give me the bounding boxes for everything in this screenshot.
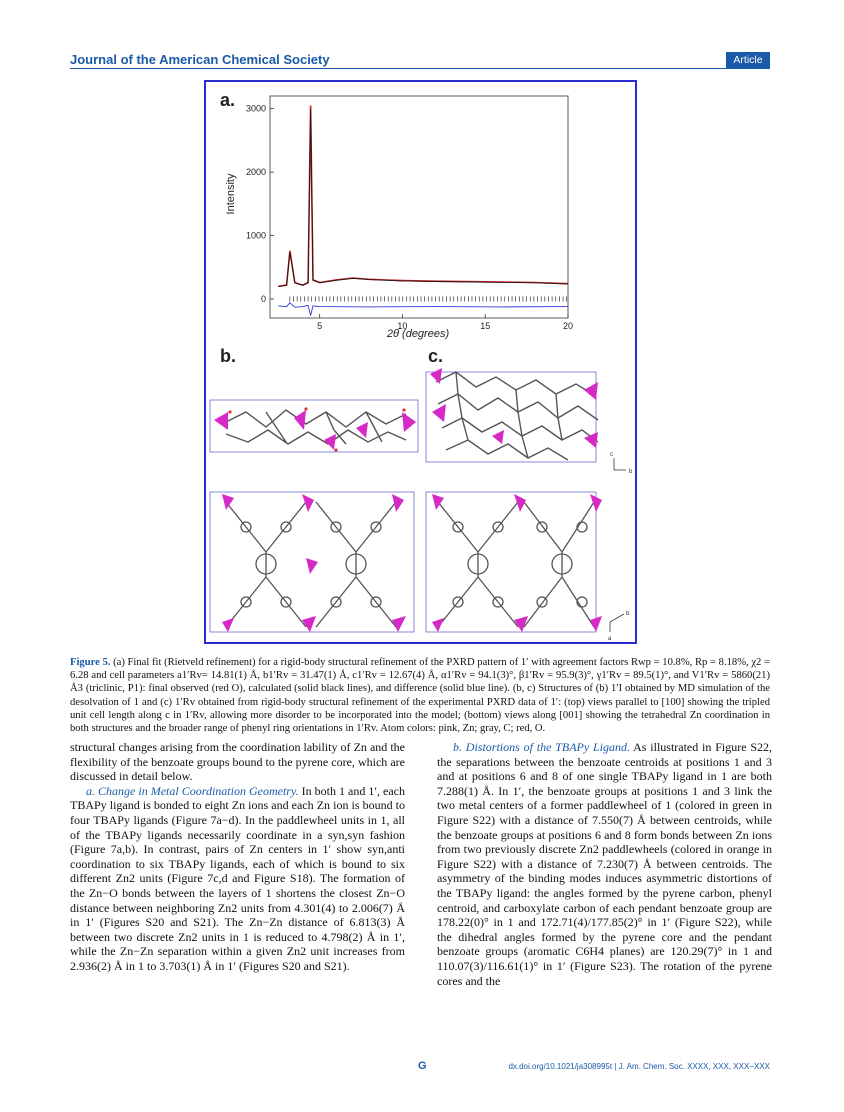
structure-b-top bbox=[209, 399, 419, 453]
panel-b-label: b. bbox=[220, 346, 236, 366]
subheading-b: b. Distortions of the TBAPy Ligand. bbox=[453, 740, 630, 754]
doi-line: dx.doi.org/10.1021/ja308995t | J. Am. Ch… bbox=[508, 1062, 770, 1071]
caption-label: Figure 5. bbox=[70, 657, 111, 668]
left-paragraph-2: In both 1 and 1′, each TBAPy ligand is b… bbox=[70, 783, 405, 973]
figure-svg: a. 5 10 15 20 0 1000 2000 3000 2θ (degrees) Int… bbox=[209, 90, 633, 642]
series-line-2 bbox=[278, 108, 569, 288]
caption-text: (a) Final fit (Rietveld refinement) for … bbox=[70, 657, 770, 735]
panel-a-label: a. bbox=[220, 90, 235, 110]
subheading-a: a. Change in Metal Coordination Geometry… bbox=[86, 783, 299, 798]
series-line-1 bbox=[278, 105, 569, 288]
x-tick-label: 20 bbox=[563, 321, 573, 331]
page-number: G bbox=[418, 1060, 427, 1072]
article-badge: Article bbox=[726, 52, 770, 68]
y-tick-label: 1000 bbox=[246, 231, 266, 241]
axis-b-label: b bbox=[629, 469, 633, 475]
y-tick-label: 0 bbox=[261, 294, 266, 304]
plot-frame bbox=[269, 95, 569, 319]
structure-c-bottom: b a bbox=[425, 491, 630, 642]
series-line-3 bbox=[278, 302, 569, 316]
x-tick-label: 5 bbox=[317, 321, 322, 331]
journal-title: Journal of the American Chemical Society bbox=[70, 52, 330, 67]
right-column: b. Distortions of the TBAPy Ligand. As i… bbox=[437, 740, 772, 988]
right-paragraph-1: As illustrated in Figure S22, the separa… bbox=[437, 740, 772, 988]
x-tick-label: 15 bbox=[480, 321, 490, 331]
structure-c-top: c b bbox=[425, 368, 633, 475]
x-axis-label: 2θ (degrees) bbox=[386, 328, 450, 340]
structure-b-bottom bbox=[209, 491, 415, 633]
left-column: structural changes arising from the coor… bbox=[70, 740, 405, 974]
x-tick-label: 10 bbox=[397, 321, 407, 331]
y-tick-label: 2000 bbox=[246, 167, 266, 177]
y-tick-label: 3000 bbox=[246, 104, 266, 114]
axis-a-label: a bbox=[608, 636, 612, 642]
figure-caption: Figure 5. (a) Final fit (Rietveld refine… bbox=[70, 656, 770, 735]
left-paragraph-1: structural changes arising from the coor… bbox=[70, 740, 405, 784]
y-axis-label: Intensity bbox=[225, 173, 237, 214]
axis-b2-label: b bbox=[626, 611, 630, 617]
figure-5: a. 5 10 15 20 0 1000 2000 3000 2θ (degrees) Int… bbox=[204, 80, 637, 644]
header-rule bbox=[70, 68, 770, 69]
pxrd-chart: 5 10 15 20 0 1000 2000 3000 bbox=[246, 95, 573, 331]
axis-c-label: c bbox=[610, 452, 613, 458]
panel-c-label: c. bbox=[428, 346, 443, 366]
